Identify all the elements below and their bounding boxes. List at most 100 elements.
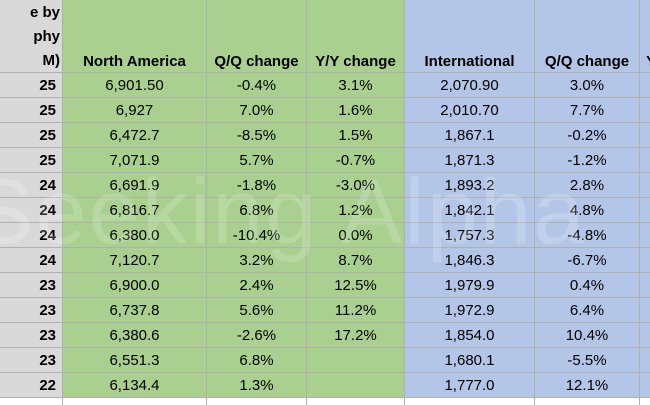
data-cell: 1.2% [307,198,405,223]
data-cell: 1,979.9 [405,273,535,298]
data-cell: -5.5% [535,348,640,373]
data-cell: 7.0% [207,98,307,123]
header-cell: Q/Q change [207,0,307,73]
data-cell: 17.2% [307,323,405,348]
row-label: 23 [0,323,63,348]
row-label: 25 [0,73,63,98]
data-cell [640,198,650,223]
header-line: e by [29,4,60,21]
row-label: 24 [0,248,63,273]
data-cell: 1,972.9 [405,298,535,323]
empty-cell [307,398,405,405]
header-cell: International [405,0,535,73]
data-cell [640,248,650,273]
empty-cell [640,398,650,405]
data-cell: 6,900.0 [63,273,207,298]
data-cell: 2.8% [535,173,640,198]
data-cell [640,73,650,98]
data-cell: 6.4% [535,298,640,323]
data-cell: 12.1% [535,373,640,398]
row-label: 24 [0,198,63,223]
data-cell [307,348,405,373]
data-cell [640,298,650,323]
empty-cell [63,398,207,405]
data-cell: 2,070.90 [405,73,535,98]
data-cell: 1.3% [207,373,307,398]
data-cell: -1.2% [535,148,640,173]
data-cell: 1,777.0 [405,373,535,398]
data-cell [640,273,650,298]
data-cell [640,173,650,198]
data-cell: 6,380.0 [63,223,207,248]
row-label: 25 [0,148,63,173]
header-cell: Y [640,0,650,73]
data-cell [640,373,650,398]
data-cell: 1,846.3 [405,248,535,273]
row-label: 22 [0,373,63,398]
data-cell: 7,071.9 [63,148,207,173]
data-cell: 3.1% [307,73,405,98]
row-label: 23 [0,348,63,373]
header-line: phy [33,28,60,45]
data-cell [640,98,650,123]
data-cell [640,148,650,173]
data-cell: 4.8% [535,198,640,223]
data-cell: 6,380.6 [63,323,207,348]
data-cell: 6,901.50 [63,73,207,98]
data-cell: 1,871.3 [405,148,535,173]
data-cell: 6,737.8 [63,298,207,323]
data-cell: 6,927 [63,98,207,123]
data-cell: 10.4% [535,323,640,348]
row-label: 23 [0,273,63,298]
header-cell: e by phy M) [0,0,63,73]
data-cell: 1,893.2 [405,173,535,198]
data-cell: 2,010.70 [405,98,535,123]
data-cell: 3.2% [207,248,307,273]
row-label: 25 [0,123,63,148]
data-cell: 8.7% [307,248,405,273]
data-cell [640,323,650,348]
data-cell: -2.6% [207,323,307,348]
data-cell: 1,757.3 [405,223,535,248]
data-cell [640,348,650,373]
data-cell: -0.7% [307,148,405,173]
data-cell: 6.8% [207,348,307,373]
header-cell: Q/Q change [535,0,640,73]
data-cell [640,223,650,248]
data-cell: 6,472.7 [63,123,207,148]
data-cell: -4.8% [535,223,640,248]
data-cell: -1.8% [207,173,307,198]
data-cell: 1,854.0 [405,323,535,348]
data-cell: -0.2% [535,123,640,148]
data-cell: 6,551.3 [63,348,207,373]
data-cell: -6.7% [535,248,640,273]
header-line: M) [42,52,61,69]
empty-cell [0,398,63,405]
data-cell: 5.7% [207,148,307,173]
data-cell: -8.5% [207,123,307,148]
row-label: 23 [0,298,63,323]
data-cell: 6,134.4 [63,373,207,398]
data-cell: 12.5% [307,273,405,298]
empty-cell [535,398,640,405]
data-cell: 1.5% [307,123,405,148]
row-label: 24 [0,173,63,198]
data-cell: 7.7% [535,98,640,123]
data-cell: 1,867.1 [405,123,535,148]
header-cell: Y/Y change [307,0,405,73]
data-cell: 1,842.1 [405,198,535,223]
data-cell: 6,816.7 [63,198,207,223]
header-cell: North America [63,0,207,73]
row-label: 24 [0,223,63,248]
data-cell: 0.0% [307,223,405,248]
data-cell: 11.2% [307,298,405,323]
data-cell: -0.4% [207,73,307,98]
data-cell: -10.4% [207,223,307,248]
data-cell: -3.0% [307,173,405,198]
data-cell: 2.4% [207,273,307,298]
data-cell: 1.6% [307,98,405,123]
row-label: 25 [0,98,63,123]
empty-cell [405,398,535,405]
empty-cell [207,398,307,405]
data-cell: 3.0% [535,73,640,98]
